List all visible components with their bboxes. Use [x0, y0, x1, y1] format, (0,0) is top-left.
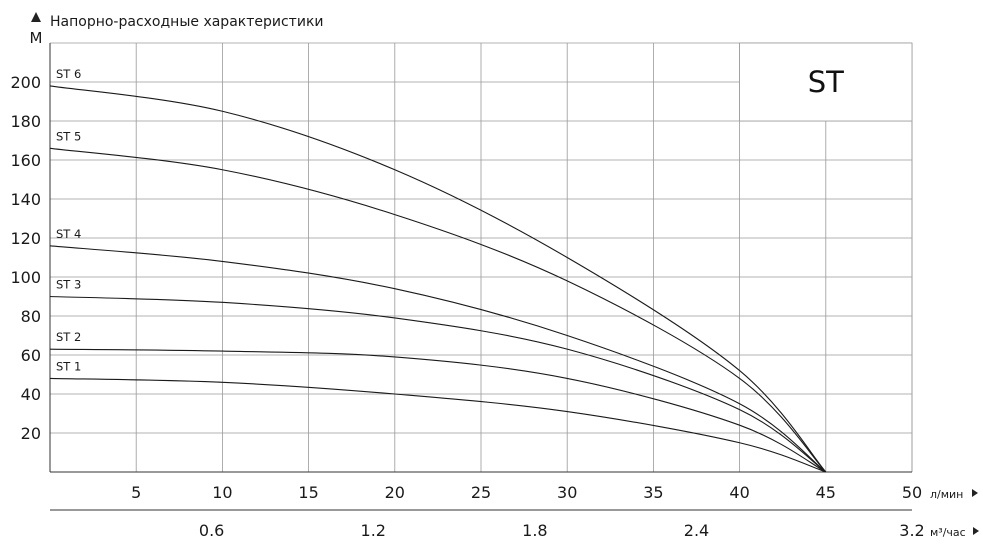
y-axis-label: М: [30, 29, 43, 47]
axes: [31, 12, 979, 535]
badge-box: [739, 42, 913, 122]
series-label: ST 5: [56, 129, 81, 143]
series-label: ST 6: [56, 67, 81, 81]
x-tick-label: 45: [816, 483, 836, 502]
series-line-st-6: [49, 85, 827, 473]
y-tick-label: 20: [21, 424, 41, 443]
y-tick-label: 140: [10, 190, 41, 209]
x-tick-label: 30: [557, 483, 577, 502]
chart-badge: ST: [808, 65, 844, 99]
x-axis-arrow-icon: [972, 489, 978, 497]
y-tick-label: 60: [21, 346, 41, 365]
y-tick-label: 200: [10, 73, 41, 92]
x-tick-label: 20: [385, 483, 405, 502]
x-tick-label: 25: [471, 483, 491, 502]
y-tick-label: 40: [21, 385, 41, 404]
x2-tick-label: 2.4: [684, 521, 709, 540]
y-tick-label: 160: [10, 151, 41, 170]
grid: [50, 42, 913, 472]
series-line-st-4: [49, 245, 827, 473]
x-tick-label: 40: [729, 483, 749, 502]
x2-tick-label: 0.6: [199, 521, 224, 540]
x-tick-label: 5: [131, 483, 141, 502]
series-line-st-2: [49, 348, 827, 473]
x2-axis-arrow-icon: [973, 527, 979, 535]
series-label: ST 3: [56, 278, 81, 292]
series-label: ST 2: [56, 330, 81, 344]
y-tick-label: 80: [21, 307, 41, 326]
x2-unit-label: м³/час: [930, 526, 966, 539]
labels: ST М Напорно-расходные характеристики 20 40 6…: [10, 14, 965, 540]
y-axis-arrow-icon: [31, 12, 41, 22]
x-tick-label: 15: [298, 483, 318, 502]
series-line-st-5: [49, 147, 827, 473]
x2-tick-label: 1.2: [361, 521, 386, 540]
y-tick-label: 120: [10, 229, 41, 248]
x-tick-label: 10: [212, 483, 232, 502]
series-line-st-3: [49, 295, 827, 473]
x2-tick-label: 3.2: [899, 521, 924, 540]
x2-tick-label: 1.8: [522, 521, 547, 540]
y-tick-label: 180: [10, 112, 41, 131]
x-tick-label: 35: [643, 483, 663, 502]
chart-title: Напорно-расходные характеристики: [50, 14, 324, 30]
series-label: ST 4: [56, 227, 81, 241]
y-tick-label: 100: [10, 268, 41, 287]
series-line-st-1: [49, 377, 826, 473]
series-lines: [49, 85, 827, 473]
x-tick-label: 50: [902, 483, 922, 502]
x-unit-label: л/мин: [930, 488, 963, 501]
series-label: ST 1: [56, 359, 81, 373]
